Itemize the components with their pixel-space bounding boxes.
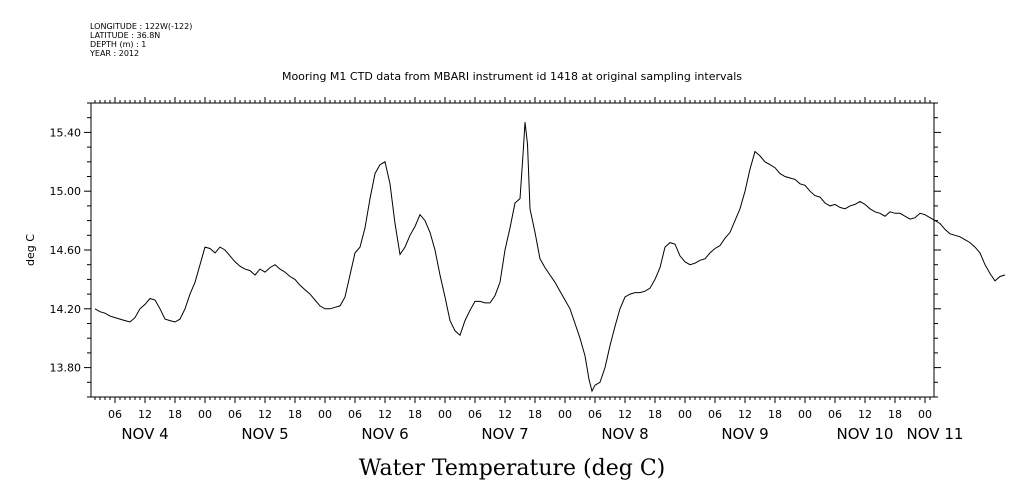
x-hour-tick-label: 18 — [528, 408, 542, 421]
x-hour-tick-label: 12 — [618, 408, 632, 421]
x-hour-tick-label: 06 — [348, 408, 362, 421]
x-hour-tick-label: 06 — [468, 408, 482, 421]
x-hour-tick-label: 06 — [588, 408, 602, 421]
station-metadata: LONGITUDE : 122W(-122) LATITUDE : 36.8N … — [90, 22, 192, 58]
x-hour-tick-label: 00 — [438, 408, 452, 421]
x-hour-tick-label: 00 — [198, 408, 212, 421]
x-hour-tick-label: 18 — [768, 408, 782, 421]
x-date-label: NOV 8 — [601, 425, 648, 443]
x-hour-tick-label: 00 — [558, 408, 572, 421]
x-date-label: NOV 7 — [481, 425, 528, 443]
x-date-label: NOV 11 — [907, 425, 964, 443]
x-hour-tick-label: 18 — [888, 408, 902, 421]
x-date-label: NOV 9 — [721, 425, 768, 443]
y-tick-label: 15.00 — [50, 185, 82, 198]
year-label: YEAR : 2012 — [90, 49, 140, 58]
y-tick-label: 14.20 — [50, 303, 82, 316]
tick-layer — [84, 97, 941, 403]
x-hour-tick-label: 12 — [258, 408, 272, 421]
x-hour-tick-label: 06 — [108, 408, 122, 421]
x-hour-tick-label: 12 — [858, 408, 872, 421]
y-tick-label: 15.40 — [50, 126, 82, 139]
x-hour-tick-label: 00 — [918, 408, 932, 421]
x-hour-tick-label: 18 — [168, 408, 182, 421]
x-hour-tick-label: 06 — [828, 408, 842, 421]
tick-label-layer: 06 12 18 00 06 12 18 00 06 12 18 00 06 12 18 00 06 12 18 00… — [50, 126, 964, 443]
x-date-label: NOV 10 — [837, 425, 894, 443]
x-date-label: NOV 5 — [241, 425, 288, 443]
x-hour-tick-label: 06 — [708, 408, 722, 421]
x-hour-tick-label: 00 — [678, 408, 692, 421]
depth-label: DEPTH (m) : 1 — [90, 40, 147, 49]
y-tick-label: 13.80 — [50, 362, 82, 375]
x-hour-tick-label: 12 — [138, 408, 152, 421]
x-hour-tick-label: 12 — [738, 408, 752, 421]
x-date-label: NOV 6 — [361, 425, 408, 443]
y-tick-label: 14.60 — [50, 244, 82, 257]
x-hour-tick-label: 18 — [648, 408, 662, 421]
x-axis-label: Water Temperature (deg C) — [359, 456, 666, 481]
x-date-label: NOV 4 — [121, 425, 168, 443]
x-hour-tick-label: 12 — [378, 408, 392, 421]
chart-title: Mooring M1 CTD data from MBARI instrumen… — [282, 70, 742, 83]
x-hour-tick-label: 00 — [798, 408, 812, 421]
x-hour-tick-label: 06 — [228, 408, 242, 421]
x-hour-tick-label: 18 — [408, 408, 422, 421]
y-axis-label: deg C — [24, 234, 37, 266]
temperature-series-line — [94, 122, 1006, 393]
x-hour-tick-label: 12 — [498, 408, 512, 421]
x-hour-tick-label: 00 — [318, 408, 332, 421]
latitude-label: LATITUDE : 36.8N — [90, 31, 161, 40]
x-hour-tick-label: 18 — [288, 408, 302, 421]
longitude-label: LONGITUDE : 122W(-122) — [90, 22, 193, 31]
